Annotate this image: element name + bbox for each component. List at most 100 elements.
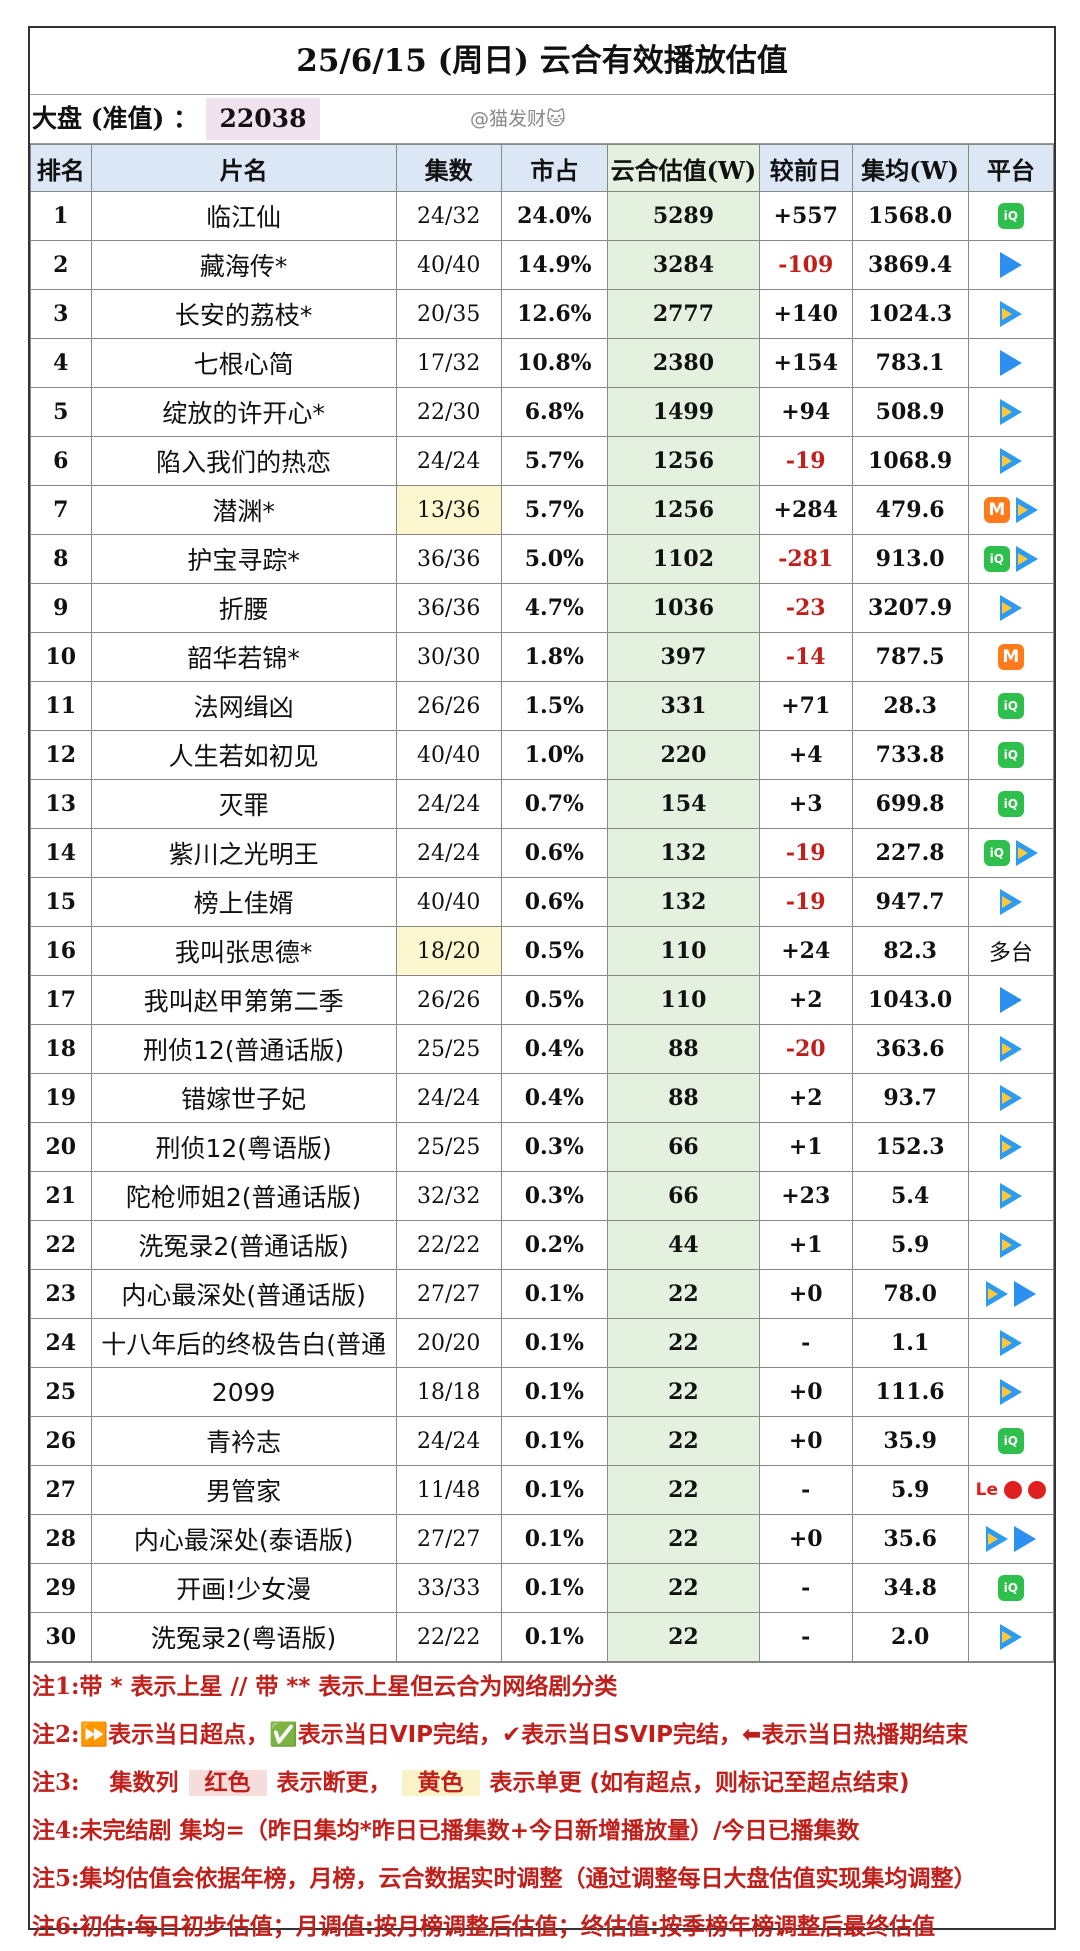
avg-cell: 1068.9 (851, 436, 969, 486)
rank-cell: 19 (30, 1073, 92, 1123)
change-cell: +0 (758, 1514, 853, 1564)
title-cell: 陷入我们的热恋 (90, 436, 397, 486)
rank-cell: 21 (30, 1171, 92, 1221)
estimate-cell: 22 (606, 1514, 760, 1564)
market-label: 大盘 (准值) ： (32, 104, 199, 133)
share-cell: 0.6% (500, 828, 608, 878)
episodes-cell: 36/36 (395, 534, 502, 584)
platform-cell (967, 681, 1055, 731)
col-header-rank: 排名 (30, 144, 92, 192)
episodes-cell: 36/36 (395, 583, 502, 633)
avg-cell: 5.9 (851, 1220, 969, 1270)
note-line: 注5:集均估值会依据年榜，月榜，云合数据实时调整（通过调整每日大盘估值实现集均调… (30, 1855, 1054, 1903)
episodes-cell: 32/32 (395, 1171, 502, 1221)
avg-cell: 508.9 (851, 387, 969, 437)
estimate-cell: 110 (606, 926, 760, 976)
note-line: 注2:⏩表示当日超点，✅表示当日VIP完结，✔表示当日SVIP完结，⬅表示当日热… (30, 1711, 1054, 1759)
rank-cell: 18 (30, 1024, 92, 1074)
tencent-video-icon (999, 889, 1022, 915)
share-cell: 1.5% (500, 681, 608, 731)
title-cell: 护宝寻踪* (90, 534, 397, 584)
change-cell: +23 (758, 1171, 853, 1221)
rank-cell: 4 (30, 338, 92, 388)
platform-cell (967, 534, 1055, 584)
rank-cell: 26 (30, 1416, 92, 1466)
share-cell: 1.0% (500, 730, 608, 780)
estimate-cell: 1036 (606, 583, 760, 633)
avg-cell: 947.7 (851, 877, 969, 927)
table-row: 13 灭罪 24/24 0.7% 154 +3 699.8 (30, 779, 1055, 829)
episodes-cell: 30/30 (395, 632, 502, 682)
estimate-cell: 154 (606, 779, 760, 829)
table-row: 11 法网缉凶 26/26 1.5% 331 +71 28.3 (30, 681, 1055, 731)
avg-cell: 82.3 (851, 926, 969, 976)
rank-cell: 16 (30, 926, 92, 976)
rank-cell: 29 (30, 1563, 92, 1613)
platform-cell (967, 1122, 1055, 1172)
avg-cell: 1568.0 (851, 191, 969, 241)
share-cell: 12.6% (500, 289, 608, 339)
table-row: 28 内心最深处(泰语版) 27/27 0.1% 22 +0 35.6 (30, 1514, 1055, 1564)
rank-cell: 6 (30, 436, 92, 486)
estimate-cell: 66 (606, 1171, 760, 1221)
estimate-cell: 88 (606, 1024, 760, 1074)
estimate-cell: 1499 (606, 387, 760, 437)
tencent-video-icon (985, 1281, 1008, 1307)
episodes-cell: 24/24 (395, 436, 502, 486)
avg-cell: 479.6 (851, 485, 969, 535)
platform-cell (967, 1269, 1055, 1319)
note-key: 注4: (32, 1817, 80, 1844)
tencent-video-icon (999, 1085, 1022, 1111)
table-row: 1 临江仙 24/32 24.0% 5289 +557 1568.0 (30, 191, 1055, 241)
episodes-cell: 26/26 (395, 975, 502, 1025)
tencent-video-icon (999, 399, 1022, 425)
col-header-estimate: 云合估值(W) (606, 144, 760, 192)
rank-cell: 13 (30, 779, 92, 829)
tencent-video-icon (999, 301, 1022, 327)
table-row: 23 内心最深处(普通话版) 27/27 0.1% 22 +0 78.0 (30, 1269, 1055, 1319)
title-cell: 男管家 (90, 1465, 397, 1515)
change-cell: -281 (758, 534, 853, 584)
change-cell: -14 (758, 632, 853, 682)
iqiyi-icon (997, 1575, 1024, 1601)
estimate-cell: 2380 (606, 338, 760, 388)
table-row: 16 我叫张思德* 18/20 0.5% 110 +24 82.3 多台 (30, 926, 1055, 976)
market-bar: 大盘 (准值) ： 22038 @猫发财🐱 (30, 95, 1054, 144)
note-text: 初估:每日初步估值；月调值:按月榜调整后估值；终估值:按季榜年榜调整后最终估值 (79, 1914, 936, 1940)
table-row: 25 2099 18/18 0.1% 22 +0 111.6 (30, 1367, 1055, 1417)
avg-cell: 35.9 (851, 1416, 969, 1466)
platform-cell (967, 436, 1055, 486)
multi-platform-label: 多台 (988, 941, 1033, 966)
table-row: 19 错嫁世子妃 24/24 0.4% 88 +2 93.7 (30, 1073, 1055, 1123)
episodes-cell: 25/25 (395, 1024, 502, 1074)
estimate-cell: 331 (606, 681, 760, 731)
estimate-cell: 66 (606, 1122, 760, 1172)
episodes-cell: 22/30 (395, 387, 502, 437)
table-row: 17 我叫赵甲第第二季 26/26 0.5% 110 +2 1043.0 (30, 975, 1055, 1025)
episodes-cell: 25/25 (395, 1122, 502, 1172)
share-cell: 0.1% (500, 1514, 608, 1564)
table-row: 26 青衿志 24/24 0.1% 22 +0 35.9 (30, 1416, 1055, 1466)
platform-cell (967, 828, 1055, 878)
share-cell: 10.8% (500, 338, 608, 388)
table-row: 4 七根心简 17/32 10.8% 2380 +154 783.1 (30, 338, 1055, 388)
note-part: 集数列 (109, 1770, 179, 1796)
tencent-video-icon (999, 1232, 1022, 1258)
rank-cell: 1 (30, 191, 92, 241)
share-cell: 0.1% (500, 1612, 608, 1662)
platform-cell (967, 975, 1055, 1025)
note-line: 注1:带 * 表示上星 // 带 ** 表示上星但云合为网络剧分类 (30, 1663, 1054, 1711)
platform-cell (967, 877, 1055, 927)
avg-cell: 787.5 (851, 632, 969, 682)
title-cell: 青衿志 (90, 1416, 397, 1466)
table-row: 2 藏海传* 40/40 14.9% 3284 -109 3869.4 (30, 240, 1055, 290)
youku-icon (1013, 1281, 1036, 1307)
tencent-video-icon (999, 1379, 1022, 1405)
col-header-name: 片名 (90, 144, 397, 192)
page-title: 25/6/15 (周日) 云合有效播放估值 (30, 28, 1054, 95)
table-row: 30 洗冤录2(粤语版) 22/22 0.1% 22-2.0 (30, 1612, 1055, 1662)
rank-cell: 22 (30, 1220, 92, 1270)
change-cell: +0 (758, 1416, 853, 1466)
platform-cell (967, 338, 1055, 388)
avg-cell: 5.4 (851, 1171, 969, 1221)
